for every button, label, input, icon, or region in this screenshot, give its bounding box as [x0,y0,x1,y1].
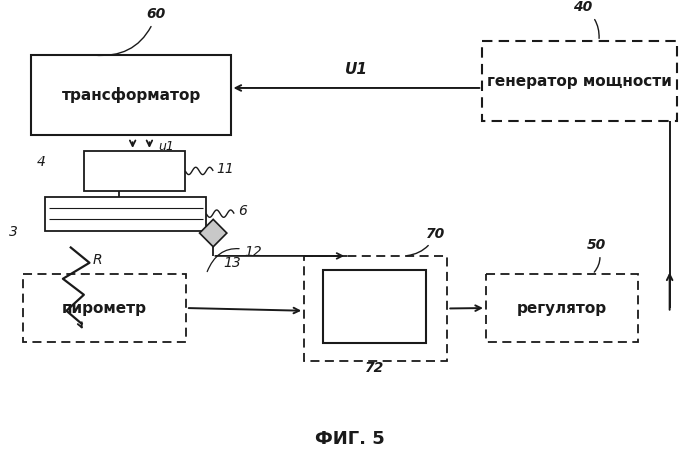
FancyBboxPatch shape [23,274,186,342]
Text: 11: 11 [217,162,234,175]
Text: U1: U1 [345,62,368,77]
Text: 6: 6 [238,204,247,218]
Bar [323,270,426,343]
Text: R: R [93,254,103,267]
Text: ФИГ. 5: ФИГ. 5 [315,430,384,448]
Text: трансформатор: трансформатор [62,87,201,103]
Text: 50: 50 [587,238,607,272]
Text: 40: 40 [573,0,599,38]
Text: 3: 3 [8,225,17,239]
Text: 60: 60 [94,7,166,55]
Text: 70: 70 [407,227,446,255]
Bar [31,55,231,135]
Text: 4: 4 [36,155,45,169]
Bar [84,151,185,191]
Text: регулятор: регулятор [517,301,607,315]
Text: пирометр: пирометр [62,301,147,315]
Text: 72: 72 [365,361,384,375]
FancyBboxPatch shape [304,256,447,361]
Text: 12: 12 [207,245,262,271]
Text: генератор мощности: генератор мощности [487,74,672,89]
Text: 13: 13 [224,256,241,270]
Text: u1: u1 [159,140,174,153]
FancyBboxPatch shape [486,274,638,342]
Bar [45,197,206,231]
Polygon shape [200,219,226,247]
FancyBboxPatch shape [482,41,677,121]
